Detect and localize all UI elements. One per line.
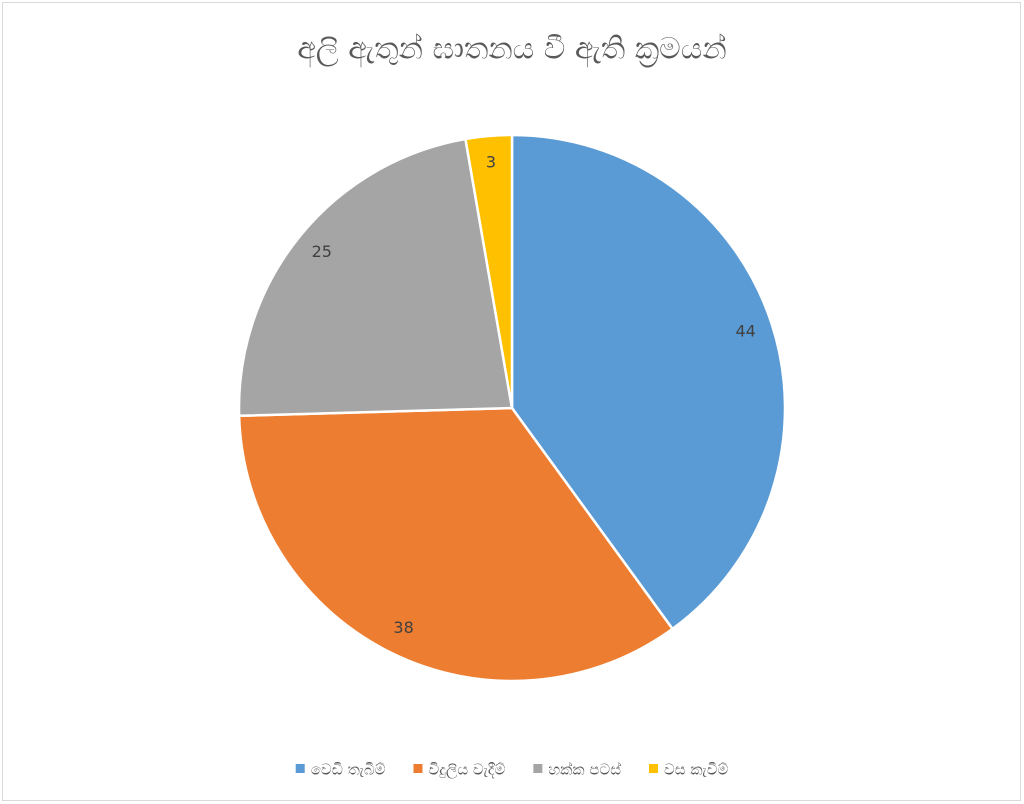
pie-slice (237, 137, 514, 418)
data-label: 25 (312, 242, 332, 261)
pie-slice (464, 133, 514, 409)
legend-marker (533, 764, 543, 773)
legend-marker (413, 764, 423, 773)
pie-slice (510, 133, 787, 631)
data-label: 3 (486, 153, 496, 172)
legend-marker (295, 764, 305, 773)
legend-label: වෙඩි තැබීම් (311, 761, 386, 779)
legend-label: වස කැවීම් (664, 761, 728, 779)
data-label: 38 (393, 618, 413, 637)
legend-label: හක්ක පටස් (548, 760, 621, 778)
legend-marker (649, 764, 659, 773)
pie-slice (237, 406, 675, 683)
chart-title: අලි ඇතුන් ඝාතනය වී ඇති ක්‍රමයන් (297, 32, 726, 69)
legend-label: විදුලිය වැදීම් (428, 761, 505, 779)
data-label: 44 (735, 322, 755, 341)
